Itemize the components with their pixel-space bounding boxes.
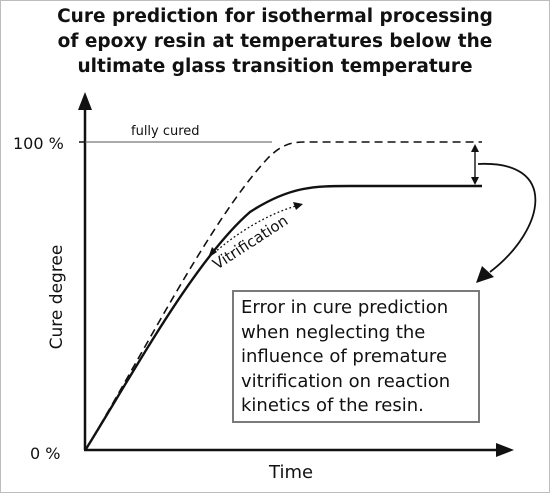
title-line-3: ultimate glass transition temperature (77, 56, 473, 77)
vitrified-cure-curve (84, 184, 482, 450)
ideal-cure-curve (85, 141, 482, 450)
vitrification-arrowhead-left (208, 247, 217, 258)
note-line-5: kinetics of the resin. (241, 395, 424, 417)
note-line-3: influence of premature (241, 346, 448, 368)
title-line-1: Cure prediction for isothermal processin… (57, 6, 493, 27)
error-note-box: Error in cure prediction when neglecting… (232, 290, 480, 423)
y-axis-label: Cure degree (47, 245, 67, 350)
error-callout-arrowhead (476, 266, 494, 283)
note-line-1: Error in cure prediction (241, 297, 449, 318)
x-axis-arrowhead (496, 443, 514, 457)
x-axis-label: Time (268, 462, 313, 483)
vitrification-range-arrow (213, 205, 297, 254)
vitrification-arrowhead-right (293, 202, 303, 210)
y-axis-arrowhead (78, 92, 92, 110)
figure-title: Cure prediction for isothermal processin… (0, 4, 550, 79)
y-tick-label-100: 100 % (13, 134, 64, 153)
error-gap-arrowhead-bottom (471, 177, 479, 185)
title-line-2: of epoxy resin at temperatures below the (57, 31, 493, 52)
fully-cured-label: fully cured (131, 124, 200, 139)
note-line-4: vitrification on reaction (241, 370, 451, 392)
error-gap-arrowhead-top (471, 144, 479, 152)
y-tick-label-0: 0 % (30, 444, 60, 463)
note-line-2: when neglecting the (241, 321, 426, 343)
error-callout-arrow (477, 163, 537, 273)
